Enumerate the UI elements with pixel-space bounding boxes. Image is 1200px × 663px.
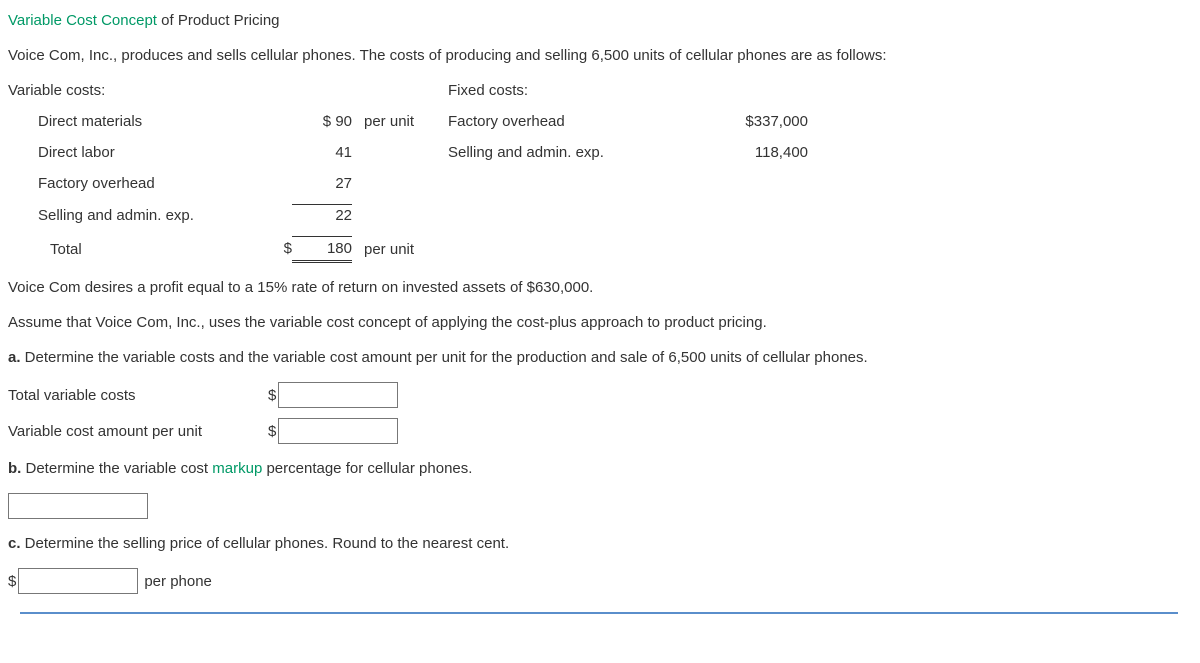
fixed-row-label: Factory overhead [448, 111, 708, 132]
qa-row2-label: Variable cost amount per unit [8, 421, 268, 442]
question-b: b. Determine the variable cost markup pe… [8, 458, 1190, 479]
title-link[interactable]: Variable Cost Concept [8, 12, 157, 29]
bottom-divider [20, 612, 1178, 614]
var-row-value: 41 [248, 142, 358, 163]
total-variable-costs-input[interactable] [278, 382, 398, 408]
var-row-value: $ 90 [248, 111, 358, 132]
paragraph-2: Assume that Voice Com, Inc., uses the va… [8, 312, 1190, 333]
var-row-value: 27 [248, 173, 358, 194]
qb-pre: Determine the variable cost [21, 460, 212, 477]
variable-cost-per-unit-input[interactable] [278, 418, 398, 444]
fixed-header: Fixed costs: [448, 80, 708, 101]
fixed-row-value: 118,400 [708, 142, 848, 163]
markup-percentage-input[interactable] [8, 493, 148, 519]
fixed-row-label: Selling and admin. exp. [448, 142, 708, 163]
total-unit: per unit [358, 239, 448, 260]
per-phone-label: per phone [144, 571, 212, 592]
var-row-label: Selling and admin. exp. [38, 205, 248, 226]
qc-text: Determine the selling price of cellular … [21, 535, 510, 552]
total-value: $180 [248, 236, 358, 263]
question-c: c. Determine the selling price of cellul… [8, 533, 1190, 554]
dollar-sign: $ [268, 385, 276, 406]
qa-input-row-2: Variable cost amount per unit $ [8, 418, 1190, 444]
fixed-row-value: $337,000 [708, 111, 848, 132]
markup-link[interactable]: markup [212, 460, 262, 477]
intro-text: Voice Com, Inc., produces and sells cell… [8, 45, 1190, 66]
qa-letter: a. [8, 349, 21, 366]
dollar-sign: $ [268, 421, 276, 442]
qa-input-row-1: Total variable costs $ [8, 382, 1190, 408]
paragraph-1: Voice Com desires a profit equal to a 15… [8, 277, 1190, 298]
total-label: Total [38, 239, 248, 260]
dollar-sign: $ [8, 571, 16, 592]
page-title: Variable Cost Concept of Product Pricing [8, 10, 1190, 31]
title-rest: of Product Pricing [157, 12, 280, 29]
qb-letter: b. [8, 460, 21, 477]
qa-text: Determine the variable costs and the var… [21, 349, 868, 366]
question-a: a. Determine the variable costs and the … [8, 347, 1190, 368]
var-row-label: Direct materials [38, 111, 248, 132]
qc-input-row: $ per phone [8, 568, 1190, 594]
var-row-unit: per unit [358, 111, 448, 132]
selling-price-input[interactable] [18, 568, 138, 594]
var-row-label: Factory overhead [38, 173, 248, 194]
qa-row1-label: Total variable costs [8, 385, 268, 406]
var-row-label: Direct labor [38, 142, 248, 163]
variable-header: Variable costs: [8, 80, 358, 101]
var-row-value: 22 [248, 204, 358, 226]
qb-input-row [8, 493, 1190, 519]
cost-table: Variable costs: Fixed costs: Direct mate… [8, 80, 1190, 263]
qc-letter: c. [8, 535, 21, 552]
qb-post: percentage for cellular phones. [262, 460, 472, 477]
